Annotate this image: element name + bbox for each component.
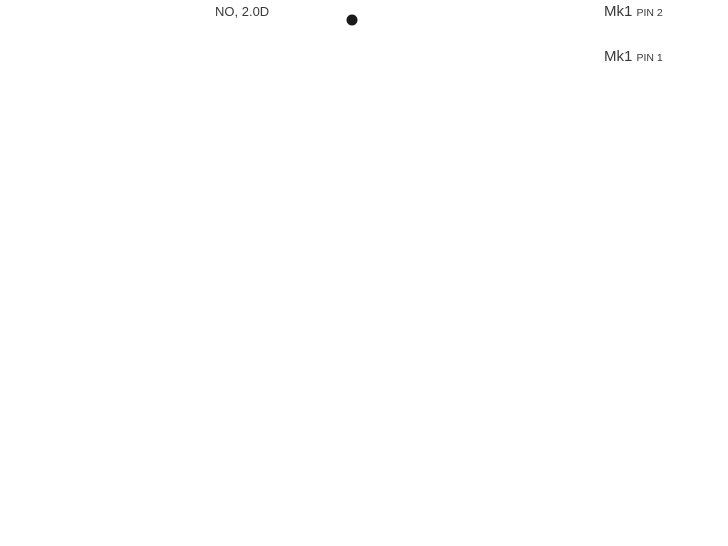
svg-text:NO, 2.0D: NO, 2.0D — [215, 4, 269, 19]
